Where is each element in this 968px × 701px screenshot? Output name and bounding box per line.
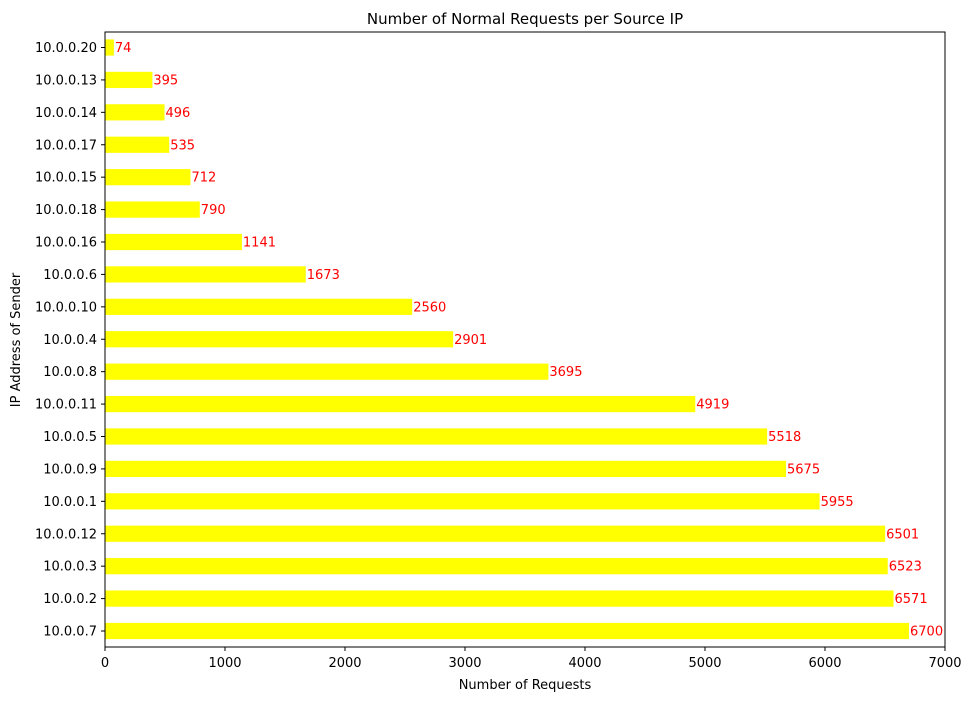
x-axis-ticks: 0 1000 2000 3000 4000 5000 6000 7000 — [101, 647, 962, 671]
y-axis-label: IP Address of Sender — [9, 272, 24, 407]
data-label-10.0.0.11: 4919 — [696, 398, 729, 413]
x-tick-label: 3000 — [448, 656, 481, 671]
data-labels-group: 74 395 496 535 712 790 1141 1673 2560 2901 3695 491… — [115, 41, 943, 640]
y-tick-label: 10.0.0.11 — [35, 398, 97, 413]
bars-group — [105, 39, 909, 640]
data-label-10.0.0.16: 1141 — [243, 236, 276, 251]
data-label-10.0.0.12: 6501 — [886, 527, 919, 542]
data-label-10.0.0.17: 535 — [170, 138, 195, 153]
bar-10.0.0.10 — [105, 298, 413, 315]
bar-10.0.0.17 — [105, 136, 170, 153]
bar-10.0.0.18 — [105, 201, 200, 218]
x-tick-label: 2000 — [328, 656, 361, 671]
x-tick-label: 4000 — [568, 656, 601, 671]
data-label-10.0.0.4: 2901 — [454, 333, 487, 348]
data-label-10.0.0.18: 790 — [201, 203, 226, 218]
y-tick-label: 10.0.0.18 — [35, 203, 97, 218]
bar-10.0.0.4 — [105, 331, 454, 348]
y-tick-label: 10.0.0.14 — [35, 106, 97, 121]
x-tick-label: 7000 — [928, 656, 961, 671]
y-tick-label: 10.0.0.9 — [43, 462, 97, 477]
bar-10.0.0.13 — [105, 71, 153, 89]
x-axis-label: Number of Requests — [459, 678, 592, 693]
bar-10.0.0.5 — [105, 428, 768, 445]
bar-10.0.0.9 — [105, 460, 786, 478]
data-label-10.0.0.2: 6571 — [895, 592, 928, 607]
data-label-10.0.0.14: 496 — [166, 106, 191, 121]
y-tick-label: 10.0.0.12 — [35, 527, 97, 542]
x-tick-label: 6000 — [808, 656, 841, 671]
data-label-10.0.0.20: 74 — [115, 41, 132, 56]
bar-10.0.0.11 — [105, 395, 696, 413]
x-tick-label: 0 — [101, 656, 109, 671]
data-label-10.0.0.8: 3695 — [549, 365, 582, 380]
data-label-10.0.0.10: 2560 — [413, 300, 446, 315]
bar-10.0.0.6 — [105, 266, 306, 283]
data-label-10.0.0.6: 1673 — [307, 268, 340, 283]
x-tick-label: 1000 — [208, 656, 241, 671]
data-label-10.0.0.13: 395 — [153, 73, 178, 88]
data-label-10.0.0.5: 5518 — [768, 430, 801, 445]
x-tick-label: 5000 — [688, 656, 721, 671]
bar-10.0.0.14 — [105, 104, 165, 121]
y-tick-label: 10.0.0.16 — [35, 236, 97, 251]
y-axis-ticks: 10.0.0.20 10.0.0.13 10.0.0.14 10.0.0.17 10.0… — [35, 41, 105, 640]
y-tick-label: 10.0.0.2 — [43, 592, 97, 607]
data-label-10.0.0.7: 6700 — [910, 625, 943, 640]
y-tick-label: 10.0.0.17 — [35, 138, 97, 153]
bar-10.0.0.1 — [105, 493, 820, 510]
chart-title: Number of Normal Requests per Source IP — [367, 10, 683, 28]
y-tick-label: 10.0.0.6 — [43, 268, 97, 283]
data-label-10.0.0.3: 6523 — [889, 560, 922, 575]
bar-10.0.0.2 — [105, 590, 894, 607]
data-label-10.0.0.9: 5675 — [787, 462, 820, 477]
y-tick-label: 10.0.0.20 — [35, 41, 97, 56]
bar-10.0.0.16 — [105, 233, 242, 251]
bar-10.0.0.3 — [105, 558, 888, 575]
y-tick-label: 10.0.0.5 — [43, 430, 97, 445]
y-tick-label: 10.0.0.7 — [43, 625, 97, 640]
bar-10.0.0.12 — [105, 525, 886, 542]
y-tick-label: 10.0.0.3 — [43, 560, 97, 575]
y-tick-label: 10.0.0.8 — [43, 365, 97, 380]
y-tick-label: 10.0.0.10 — [35, 300, 97, 315]
data-label-10.0.0.1: 5955 — [821, 495, 854, 510]
bar-10.0.0.8 — [105, 363, 549, 380]
bar-10.0.0.15 — [105, 169, 191, 186]
plot-frame — [104, 31, 946, 648]
bar-10.0.0.7 — [105, 622, 909, 640]
y-tick-label: 10.0.0.4 — [43, 333, 97, 348]
bar-10.0.0.20 — [105, 39, 114, 56]
y-tick-label: 10.0.0.13 — [35, 73, 97, 88]
data-label-10.0.0.15: 712 — [191, 171, 216, 186]
y-tick-label: 10.0.0.15 — [35, 171, 97, 186]
y-tick-label: 10.0.0.1 — [43, 495, 97, 510]
